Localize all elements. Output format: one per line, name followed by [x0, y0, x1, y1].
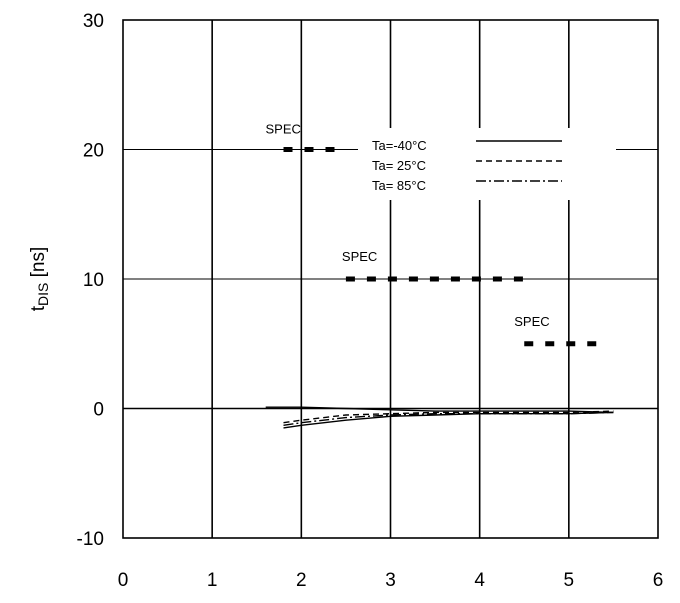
y-axis-label-main: t — [28, 305, 49, 311]
y-tick-label: 20 — [83, 141, 104, 162]
series-line — [283, 410, 614, 424]
spec-lines: SPEC SPEC SPEC — [266, 122, 605, 347]
x-tick-label: 5 — [564, 570, 575, 591]
y-tick-label: 0 — [93, 400, 104, 421]
x-tick-label: 3 — [385, 570, 396, 591]
y-tick-label: 30 — [83, 11, 104, 32]
legend-label: Ta= 25°C — [372, 158, 426, 173]
series-lines — [265, 406, 614, 429]
x-tick-label: 4 — [474, 570, 485, 591]
spec-label: SPEC — [266, 122, 301, 137]
y-tick-label: 10 — [83, 270, 104, 291]
axes — [122, 19, 659, 539]
series-line — [283, 411, 614, 429]
spec-label: SPEC — [514, 314, 549, 329]
y-axis-label-sub: DIS — [35, 283, 51, 306]
x-tick-label: 2 — [296, 570, 307, 591]
legend-label: Ta= 85°C — [372, 178, 426, 193]
series-line — [265, 406, 614, 414]
x-tick-label: 6 — [653, 570, 664, 591]
x-tick-label: 0 — [118, 570, 129, 591]
x-tick-label: 1 — [207, 570, 218, 591]
y-axis-label-unit: [ns] — [28, 247, 49, 283]
legend: Ta=-40°C Ta= 25°C Ta= 85°C — [358, 128, 616, 200]
y-axis-label: tDIS [ns] — [28, 247, 51, 312]
plot-frame — [122, 19, 659, 539]
spec-label: SPEC — [342, 249, 377, 264]
y-tick-label: -10 — [77, 529, 104, 550]
tick-labels: 0 1 2 3 4 5 6 30 20 10 0 -10 — [77, 11, 664, 591]
legend-label: Ta=-40°C — [372, 138, 427, 153]
legend-box — [358, 128, 616, 200]
